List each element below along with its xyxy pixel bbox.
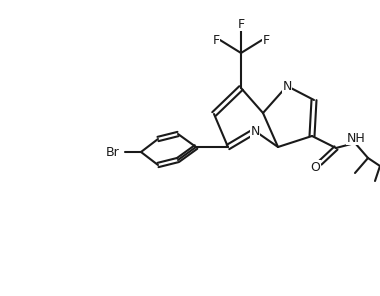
Text: F: F [238, 17, 245, 30]
Text: NH: NH [347, 131, 366, 144]
Text: F: F [212, 33, 220, 46]
Text: F: F [263, 33, 269, 46]
Text: Br: Br [106, 146, 120, 158]
Text: N: N [250, 125, 260, 138]
Text: O: O [310, 160, 320, 173]
Text: N: N [282, 80, 292, 93]
